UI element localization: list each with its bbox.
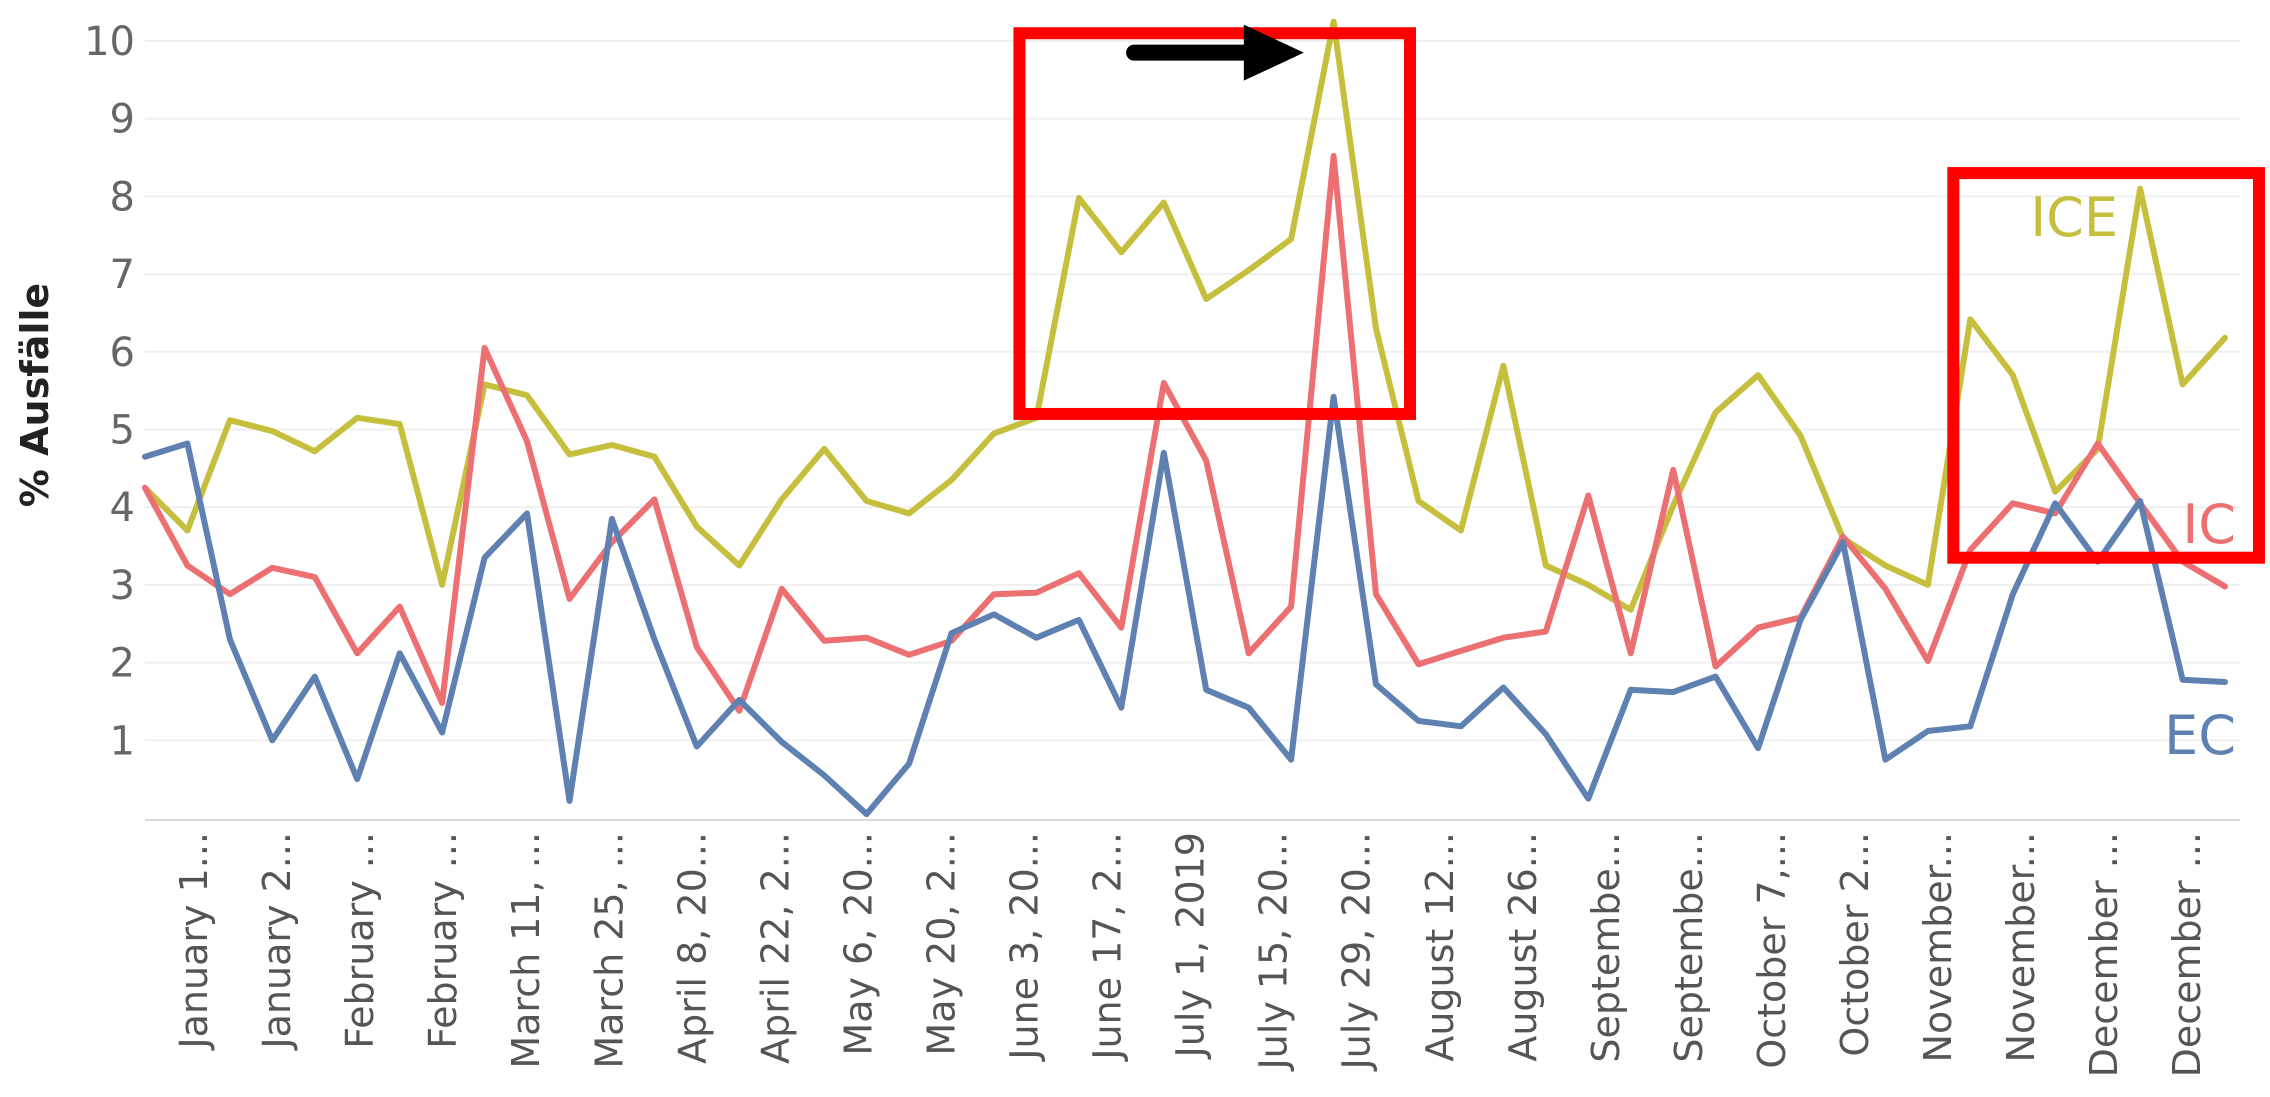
x-tick-label: February ... <box>421 832 465 1049</box>
y-tick-label: 6 <box>110 330 135 376</box>
x-tick-label: August 26... <box>1501 832 1545 1062</box>
x-tick-label: December ... <box>2165 832 2209 1077</box>
x-tick-label: April 22, 2... <box>753 832 797 1064</box>
x-tick-label: August 12... <box>1418 832 1462 1062</box>
x-tick-label: November... <box>1916 832 1960 1062</box>
x-tick-label: October 2... <box>1833 832 1877 1057</box>
y-tick-label: 10 <box>84 19 135 65</box>
y-tick-label: 1 <box>110 718 135 764</box>
x-tick-label: Septembe... <box>1584 832 1628 1063</box>
y-tick-label: 8 <box>110 174 135 220</box>
series-label-ic: IC <box>2182 493 2236 556</box>
x-tick-label: Septembe... <box>1667 832 1711 1063</box>
y-tick-label: 5 <box>110 408 135 454</box>
x-tick-label: October 7,... <box>1750 832 1794 1069</box>
x-tick-label: May 20, 2... <box>919 832 963 1056</box>
x-tick-label: April 8, 20... <box>670 832 714 1064</box>
x-tick-label: March 11, ... <box>504 832 548 1069</box>
series-line-ec <box>142 393 2228 818</box>
x-tick-label: March 25, ... <box>587 832 631 1069</box>
y-tick-label: 9 <box>110 97 135 143</box>
x-tick-label: May 6, 20... <box>836 832 880 1056</box>
x-tick-label: January 2... <box>255 832 299 1051</box>
y-axis-ticks: 1 2 3 4 5 6 7 8 9 10 <box>84 19 135 764</box>
y-tick-label: 2 <box>110 641 135 687</box>
gridlines <box>145 40 2240 742</box>
series-label-ec: EC <box>2164 704 2236 767</box>
x-tick-label: June 3, 20... <box>1003 832 1047 1062</box>
highlight-box <box>1947 167 2265 564</box>
x-tick-label: November... <box>1999 832 2043 1062</box>
x-tick-label: February ... <box>338 832 382 1049</box>
x-tick-label: July 1, 2019 <box>1169 832 1213 1059</box>
y-tick-label: 3 <box>110 563 135 609</box>
y-tick-label: 7 <box>110 252 135 298</box>
series-line-ic <box>142 153 2228 714</box>
x-tick-label: January 1... <box>172 832 216 1051</box>
series-lines <box>142 18 2228 818</box>
x-tick-label: June 17, 2... <box>1086 832 1130 1062</box>
series-labels: ICE IC EC <box>2030 186 2236 767</box>
series-line-ice <box>142 18 2228 613</box>
highlight-box <box>1013 27 1416 420</box>
x-axis-ticks: January 1... January 2... February ... Febr… <box>172 832 2209 1077</box>
x-tick-label: December ... <box>2082 832 2126 1077</box>
y-axis-label: % Ausfälle <box>13 283 57 507</box>
series-label-ice: ICE <box>2030 186 2118 249</box>
annotations <box>1013 24 2265 564</box>
arrow-head-icon <box>1243 24 1304 81</box>
x-tick-label: July 29, 20... <box>1335 832 1379 1072</box>
y-tick-label: 4 <box>110 485 135 531</box>
x-tick-label: July 15, 20... <box>1252 832 1296 1072</box>
